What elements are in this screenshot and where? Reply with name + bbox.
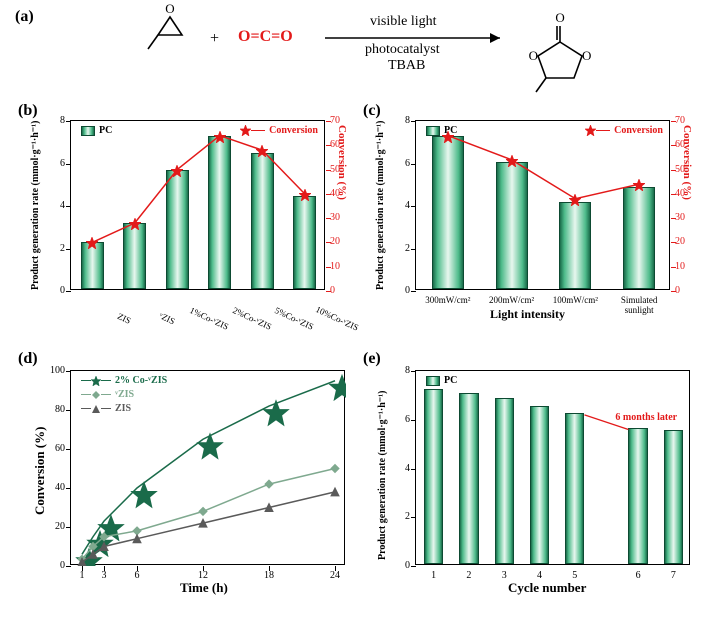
chart-c-ylabel: Product generation rate (mmol·g⁻¹·h⁻¹) — [375, 120, 386, 290]
conversion-marker — [86, 236, 98, 254]
chart-d: 0204060801001361218242% Co-ᵛZISᵛZISZIS — [70, 370, 345, 565]
svg-text:O: O — [165, 1, 174, 16]
legend-conversion: Conversion — [585, 125, 663, 136]
chart-d-ylabel: Conversion (%) — [32, 320, 48, 515]
category-label: 300mW/cm² — [416, 295, 480, 305]
chart-c-xlabel: Light intensity — [490, 307, 565, 322]
category-label: 100mW/cm² — [544, 295, 608, 305]
category-label: 5%Co-ᵛZIS — [256, 297, 333, 340]
chart-b-yrlabel: Conversion (%) — [336, 125, 348, 295]
chart-c-yrlabel: Conversion (%) — [681, 125, 693, 295]
conversion-marker — [569, 193, 581, 211]
chart-e-xlabel: Cycle number — [508, 580, 586, 596]
panel-b-label: (b) — [18, 102, 38, 120]
category-label: ZIS — [86, 297, 163, 340]
svg-text:O: O — [529, 48, 538, 63]
chart-c: 02468010203040506070300mW/cm²200mW/cm²10… — [415, 120, 670, 290]
conversion-marker — [129, 217, 141, 235]
conversion-marker — [256, 144, 268, 162]
category-label: 10%Co-ᵛZIS — [299, 297, 376, 340]
legend-bar: PC — [81, 125, 112, 136]
category-label: 1 — [426, 570, 442, 581]
chart-b-ylabel: Product generation rate (mmol·g⁻¹·h⁻¹) — [30, 120, 41, 290]
category-label: 1%Co-ᵛZIS — [171, 297, 248, 340]
category-label: Simulated sunlight — [607, 295, 671, 315]
chart-e-ylabel: Product generation rate (mmol·g⁻¹·h⁻¹) — [377, 365, 388, 560]
svg-text:O: O — [555, 10, 564, 25]
category-label: 2%Co-ᵛZIS — [214, 297, 291, 340]
arrow-text-mid: photocatalyst — [365, 42, 440, 58]
conversion-marker — [171, 164, 183, 182]
conversion-marker — [214, 130, 226, 148]
legend-series: ᵛZIS — [81, 389, 134, 400]
arrow-text-top: visible light — [370, 14, 437, 30]
panel-c-label: (c) — [363, 102, 381, 120]
co2-label: O=C=O — [238, 28, 293, 46]
category-label: 200mW/cm² — [480, 295, 544, 305]
legend-bar: PC — [426, 125, 457, 136]
legend-series: ZIS — [81, 403, 131, 414]
category-label: 2 — [461, 570, 477, 581]
category-label: ᵛZIS — [129, 297, 206, 340]
legend-conversion: Conversion — [240, 125, 318, 136]
chart-e: 024681234567PC6 months later — [415, 370, 690, 565]
conversion-marker — [506, 154, 518, 172]
arrow-text-bot: TBAB — [388, 58, 425, 74]
chart-b: 02468010203040506070ZISᵛZIS1%Co-ᵛZIS2%Co… — [70, 120, 325, 290]
conversion-marker — [633, 178, 645, 196]
conversion-marker — [299, 188, 311, 206]
svg-text:O: O — [582, 48, 591, 63]
chart-d-xlabel: Time (h) — [180, 580, 228, 596]
category-label: 7 — [665, 570, 681, 581]
reaction-scheme: O O O O — [0, 0, 720, 95]
panel-a-label: (a) — [15, 8, 34, 26]
category-label: 6 — [630, 570, 646, 581]
legend-series: 2% Co-ᵛZIS — [81, 375, 167, 386]
plus-sign: + — [210, 30, 219, 48]
